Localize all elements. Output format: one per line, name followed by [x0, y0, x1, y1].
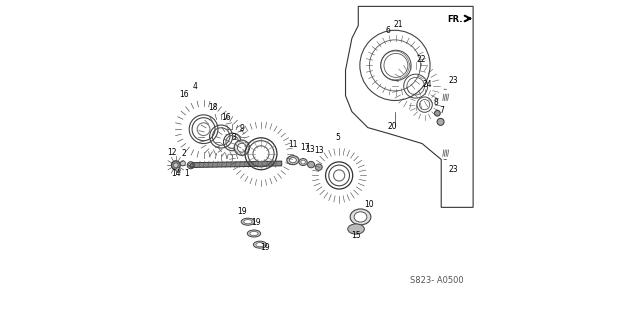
Text: 17: 17: [300, 143, 310, 152]
Ellipse shape: [172, 161, 180, 170]
Text: 19: 19: [260, 243, 270, 252]
Text: 15: 15: [351, 231, 361, 240]
Ellipse shape: [301, 160, 305, 164]
Text: S823- A0500: S823- A0500: [410, 276, 463, 285]
Ellipse shape: [289, 158, 296, 163]
Ellipse shape: [244, 219, 252, 224]
Ellipse shape: [350, 209, 371, 225]
Text: 1: 1: [184, 169, 189, 178]
Text: 24: 24: [422, 80, 431, 89]
Ellipse shape: [256, 243, 264, 247]
Text: 18: 18: [209, 103, 218, 112]
Ellipse shape: [247, 230, 260, 237]
Text: 19: 19: [237, 207, 246, 216]
Text: 22: 22: [417, 55, 426, 64]
Text: 10: 10: [365, 200, 374, 209]
Text: 16: 16: [221, 113, 230, 122]
Text: 7: 7: [440, 106, 444, 115]
Ellipse shape: [348, 224, 364, 234]
Text: 20: 20: [388, 122, 397, 131]
Text: 16: 16: [180, 90, 189, 99]
Ellipse shape: [253, 241, 267, 248]
Ellipse shape: [287, 156, 299, 165]
Text: 2: 2: [182, 149, 186, 158]
Text: 19: 19: [252, 218, 261, 227]
Ellipse shape: [316, 164, 322, 170]
Text: 6: 6: [386, 26, 390, 35]
Text: 14: 14: [171, 169, 180, 178]
Text: 13: 13: [314, 146, 324, 155]
Ellipse shape: [237, 143, 246, 152]
Text: 12: 12: [168, 148, 177, 157]
Text: 3: 3: [232, 133, 236, 142]
Text: 8: 8: [433, 98, 438, 107]
Ellipse shape: [354, 212, 367, 222]
Text: 5: 5: [335, 133, 340, 142]
Text: 11: 11: [288, 140, 298, 149]
Ellipse shape: [299, 159, 307, 166]
Ellipse shape: [437, 118, 444, 125]
Text: FR.: FR.: [448, 15, 463, 24]
Ellipse shape: [435, 110, 440, 116]
Ellipse shape: [308, 161, 315, 168]
Ellipse shape: [180, 161, 186, 166]
Ellipse shape: [176, 168, 180, 172]
Text: 9: 9: [239, 124, 244, 133]
Text: 23: 23: [449, 165, 458, 174]
Ellipse shape: [234, 140, 250, 155]
Polygon shape: [189, 161, 282, 167]
Ellipse shape: [173, 163, 178, 167]
Ellipse shape: [241, 218, 255, 225]
Text: 13: 13: [306, 145, 316, 153]
Text: 4: 4: [193, 82, 197, 91]
Ellipse shape: [250, 232, 258, 235]
Text: 23: 23: [449, 76, 458, 85]
Text: 21: 21: [394, 20, 403, 29]
